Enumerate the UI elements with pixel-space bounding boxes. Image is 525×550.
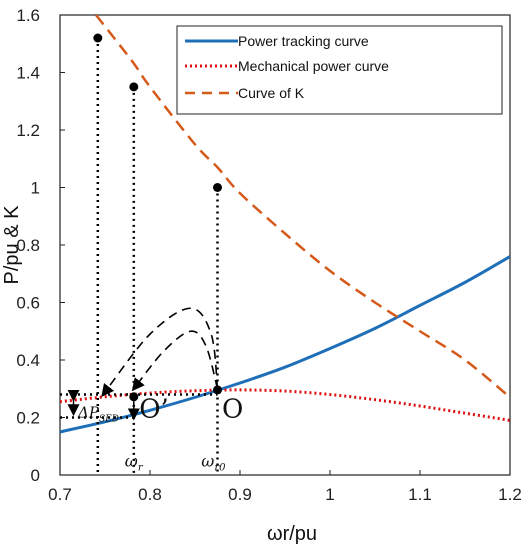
x-tick-label: 0.8: [138, 485, 162, 504]
series-line-curve-of-k: [95, 15, 510, 399]
y-tick-label: 0.2: [16, 409, 40, 428]
data-marker-dot: [213, 183, 222, 192]
transition-path-outer: [101, 307, 219, 398]
axis-ticks: 0.7 0.8 0.9 1 1.1 1.2 0 0.2 0.4 0.6 0.8 1 1.2 1.4 1.6: [16, 6, 521, 504]
legend-label-power-tracking: Power tracking curve: [238, 33, 369, 49]
y-tick-label: 1: [31, 179, 40, 198]
data-marker-dot: [93, 33, 103, 43]
transition-path-inner: [131, 330, 219, 392]
x-tick-label: 1.2: [498, 485, 522, 504]
y-tick-label: 0.4: [16, 351, 40, 370]
y-axis-label: P/pu & K: [1, 205, 23, 285]
data-marker-dot: [129, 82, 139, 92]
data-markers: [93, 33, 222, 402]
legend-label-mechanical-power: Mechanical power curve: [238, 58, 389, 74]
data-marker-dot: [129, 392, 139, 402]
x-tick-label: 0.7: [48, 485, 72, 504]
legend: Power tracking curve Mechanical power cu…: [176, 25, 503, 115]
y-tick-label: 1.4: [16, 64, 40, 83]
y-tick-label: 1.2: [16, 121, 40, 140]
y-tick-label: 1.6: [16, 6, 40, 25]
x-axis-label: ωr/pu: [267, 523, 317, 545]
y-tick-label: 0.8: [16, 236, 40, 255]
data-marker-dot: [213, 385, 222, 395]
point-o-prime-label: O’: [139, 395, 169, 425]
x-tick-label: 0.9: [228, 485, 252, 504]
x-tick-label: 1.1: [408, 485, 432, 504]
y-tick-label: 0.6: [16, 294, 40, 313]
series-line-mechanical-power-curve: [60, 388, 510, 422]
point-o-label: O: [222, 395, 243, 425]
x-tick-label: 1: [325, 485, 334, 504]
y-tick-label: 0: [31, 466, 40, 485]
legend-label-curve-k: Curve of K: [238, 85, 305, 101]
